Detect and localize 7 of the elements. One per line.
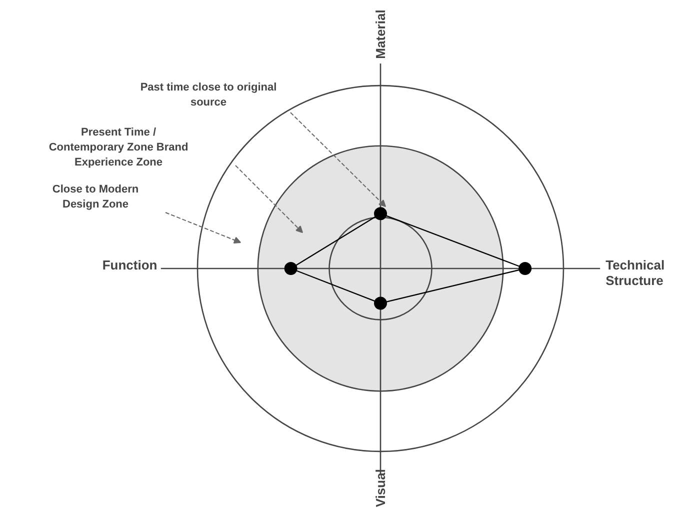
spoke-label: Function xyxy=(102,257,158,272)
spoke-label: Visual xyxy=(373,469,388,508)
text: Close to Modern Design Zone xyxy=(52,184,139,210)
text: Present Time / Contemporary Zone Brand Experience Zone xyxy=(48,126,188,168)
spoke-label: Material xyxy=(373,10,388,59)
spoke-label: Technical Structure xyxy=(606,257,665,288)
text: Past time close to original source xyxy=(140,82,277,108)
